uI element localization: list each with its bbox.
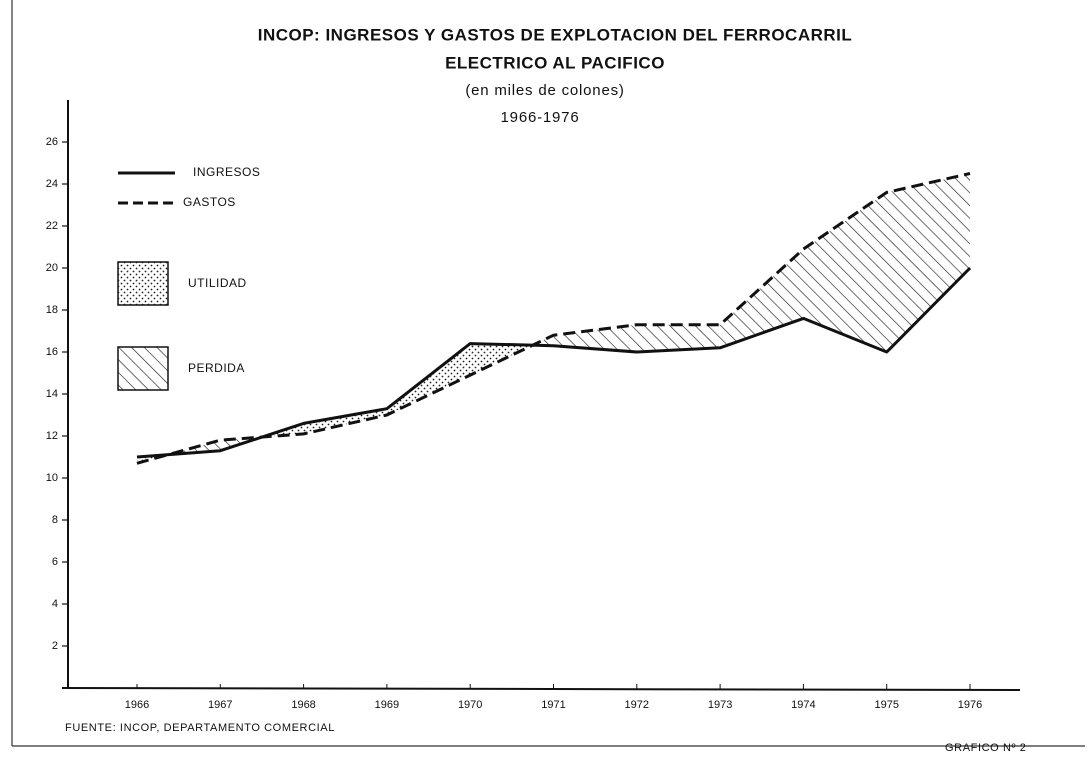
- y-tick-label: 24: [46, 178, 58, 190]
- x-tick-label: 1972: [625, 699, 649, 711]
- x-tick-label: 1973: [708, 699, 732, 711]
- subtitle: (en miles de colones): [465, 82, 624, 99]
- legend-label: PERDIDA: [188, 361, 245, 375]
- source: FUENTE: INCOP, DEPARTAMENTO COMERCIAL: [65, 722, 335, 734]
- y-tick-label: 20: [46, 262, 58, 274]
- y-tick-label: 26: [46, 136, 58, 148]
- x-tick-label: 1966: [125, 699, 149, 711]
- y-tick-label: 4: [52, 598, 58, 610]
- x-tick-label: 1975: [874, 699, 898, 711]
- subtitle: 1966-1976: [501, 109, 580, 126]
- utility-fill: [136, 268, 971, 464]
- chart-title: INCOP: INGRESOS Y GASTOS DE EXPLOTACION …: [258, 25, 853, 44]
- legend-swatch: [117, 346, 169, 391]
- x-tick-label: 1976: [958, 699, 982, 711]
- y-tick-label: 14: [46, 388, 58, 400]
- legend-label: INGRESOS: [193, 165, 260, 179]
- loss-area: [136, 173, 971, 457]
- y-tick-label: 22: [46, 220, 58, 232]
- legend-swatch: [117, 261, 169, 306]
- y-tick-label: 8: [52, 514, 58, 526]
- y-tick-label: 12: [46, 430, 58, 442]
- x-axis: [61, 687, 1021, 691]
- y-tick-label: 10: [46, 472, 58, 484]
- utility-area: [136, 268, 971, 464]
- y-tick-label: 16: [46, 346, 58, 358]
- y-tick-label: 18: [46, 304, 58, 316]
- figure-label: GRAFICO Nº 2: [945, 742, 1027, 754]
- series-line: [136, 172, 971, 465]
- y-tick-label: 6: [52, 556, 58, 568]
- loss-fill: [136, 173, 971, 457]
- x-tick-label: 1968: [291, 699, 315, 711]
- x-tick-label: 1971: [541, 699, 565, 711]
- x-tick-label: 1967: [208, 699, 232, 711]
- y-tick-label: 2: [52, 640, 58, 652]
- legend-label: GASTOS: [183, 195, 236, 209]
- legend-label: UTILIDAD: [188, 276, 247, 290]
- series-line: [136, 266, 972, 459]
- chart-title: ELECTRICO AL PACIFICO: [445, 53, 665, 72]
- x-tick-label: 1974: [791, 699, 815, 711]
- x-tick-label: 1969: [375, 699, 399, 711]
- x-tick-label: 1970: [458, 699, 482, 711]
